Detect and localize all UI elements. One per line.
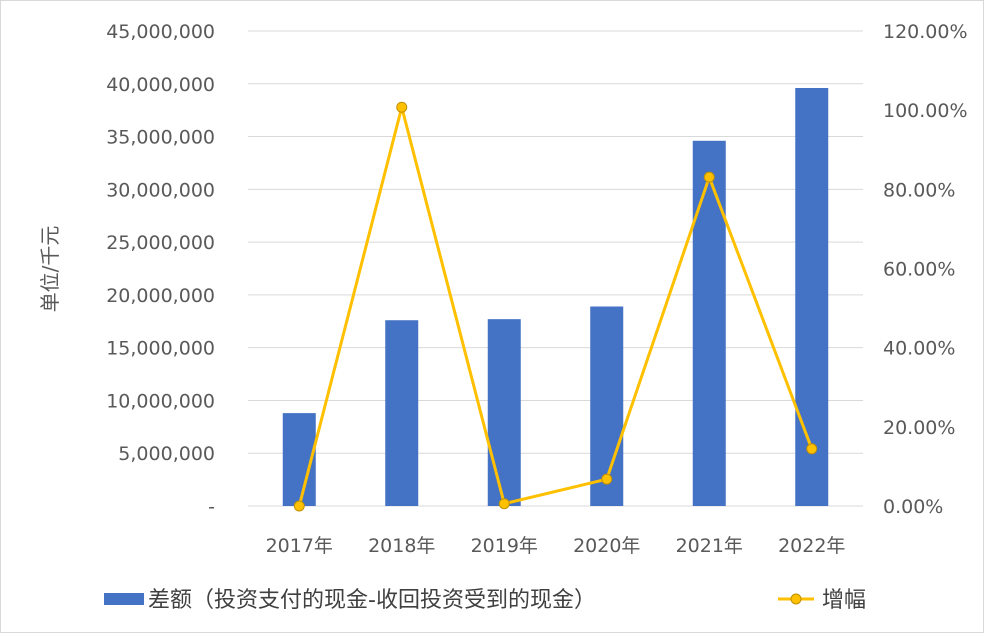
gridlines: [248, 30, 863, 507]
growth-point-2018年: [396, 101, 408, 113]
growth-point-2019年: [498, 498, 510, 510]
y-tick-label: 35,000,000: [106, 127, 215, 149]
growth-line: [297, 105, 814, 507]
legend-line-marker: [790, 593, 802, 605]
y-tick-label: 45,000,000: [106, 21, 215, 43]
y-tick-label: 25,000,000: [106, 232, 215, 254]
y-tick-label: 15,000,000: [106, 338, 215, 360]
x-tick-label: 2021年: [676, 535, 743, 557]
y2-tick-label: 120.00%: [883, 21, 968, 43]
growth-point-2022年: [806, 443, 818, 455]
y-tick-label: 10,000,000: [106, 390, 215, 412]
bar-2022年: [795, 88, 829, 506]
bar-2021年: [692, 140, 726, 506]
growth-point-2017年: [293, 500, 305, 512]
y-tick-label: 30,000,000: [106, 179, 215, 201]
x-tick-label: 2019年: [471, 535, 538, 557]
bar-2018年: [385, 320, 419, 506]
bar-2020年: [590, 306, 624, 506]
x-tick-label: 2018年: [368, 535, 435, 557]
y2-tick-label: 40.00%: [883, 338, 955, 360]
y-tick-label: 20,000,000: [106, 285, 215, 307]
x-tick-label: 2022年: [778, 535, 845, 557]
bar-2019年: [487, 319, 521, 506]
y-tick-label: 40,000,000: [106, 74, 215, 96]
growth-point-2021年: [703, 171, 715, 183]
bar-series: [282, 88, 829, 506]
legend: 差额（投资支付的现金-收回投资受到的现金） 增幅: [104, 588, 866, 613]
y-axis-title: 单位/千元: [38, 226, 62, 313]
y2-tick-label: 60.00%: [883, 259, 955, 281]
x-tick-label: 2020年: [573, 535, 640, 557]
line-series: [293, 101, 818, 512]
legend-bar-swatch: [104, 593, 144, 605]
y2-tick-label: 0.00%: [883, 496, 943, 518]
growth-point-2020年: [601, 473, 613, 485]
y-tick-label: 5,000,000: [118, 443, 215, 465]
y2-tick-label: 20.00%: [883, 417, 955, 439]
y-tick-label: -: [208, 496, 215, 518]
y2-tick-label: 80.00%: [883, 179, 955, 201]
legend-line-label: 增幅: [822, 588, 866, 613]
x-tick-label: 2017年: [266, 535, 333, 557]
axes: - 5,000,000 10,000,000 15,000,000 20,000,000…: [106, 21, 967, 557]
y2-tick-label: 100.00%: [883, 100, 968, 122]
legend-bar-label: 差额（投资支付的现金-收回投资受到的现金）: [148, 588, 596, 613]
